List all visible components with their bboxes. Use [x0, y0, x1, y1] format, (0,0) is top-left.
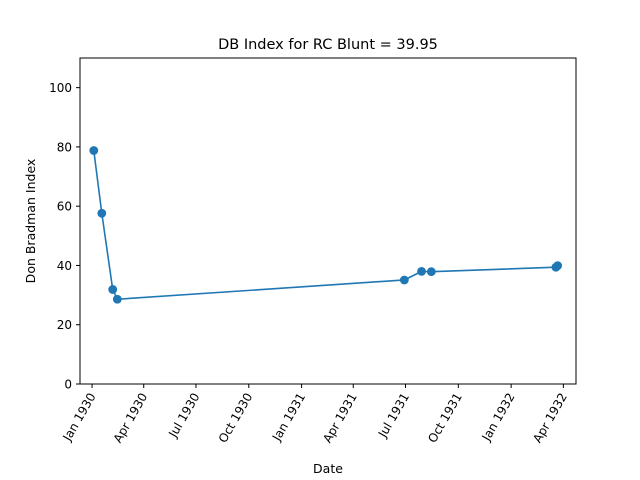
data-point — [399, 275, 409, 285]
data-point — [553, 261, 563, 270]
data-point — [417, 266, 426, 276]
data-point — [97, 208, 107, 218]
data-point — [108, 285, 118, 294]
data-point — [112, 294, 122, 304]
y-axis-label: Don Bradman Index — [23, 159, 38, 284]
y-tick-label: 60 — [57, 200, 72, 214]
plot-frame — [79, 57, 577, 385]
x-axis-label: Date — [313, 461, 343, 476]
y-tick-label: 20 — [57, 318, 72, 332]
y-tick-label: 40 — [57, 259, 72, 273]
data-point — [426, 267, 436, 277]
chart-title: DB Index for RC Blunt = 39.95 — [218, 37, 438, 53]
y-tick-label: 0 — [64, 378, 72, 392]
data-point — [89, 146, 99, 155]
y-tick-label: 80 — [57, 140, 72, 154]
y-tick-label: 100 — [49, 81, 72, 95]
